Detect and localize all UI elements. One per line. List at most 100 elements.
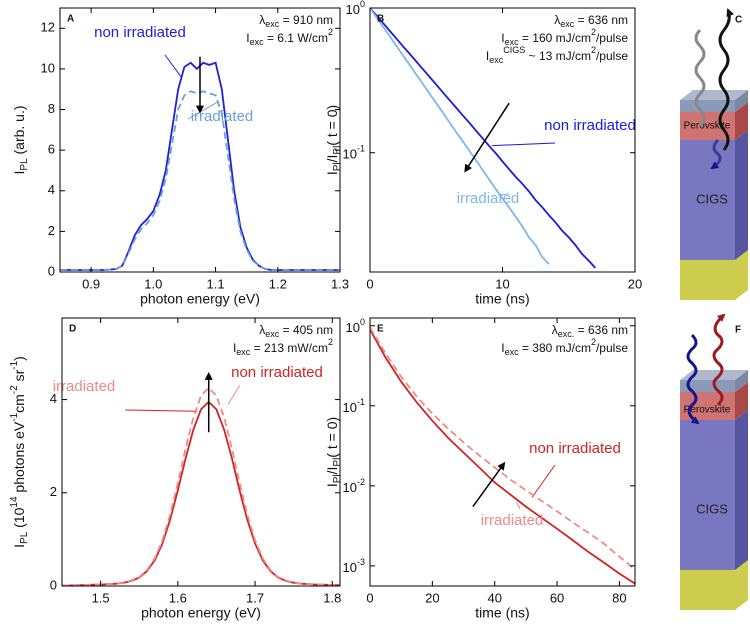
layer-label: Perovskite	[684, 405, 731, 416]
text-part: 2	[328, 337, 333, 347]
text-part: exc	[250, 37, 265, 47]
x-tick-label: 1.0	[144, 276, 162, 291]
panel-label: D	[69, 324, 76, 335]
x-tick-label: 1.8	[323, 590, 341, 605]
text-part: λ	[259, 323, 265, 337]
series-label: non irradiated	[231, 364, 323, 381]
x-tick-label: 60	[550, 590, 564, 605]
annotation: λexc = 636 nm	[554, 13, 628, 29]
series-label: non irradiated	[544, 117, 636, 134]
text-part: )	[11, 356, 27, 361]
text-part: Pl	[332, 458, 343, 467]
text-part: photons eV	[11, 421, 27, 496]
text-part: PL	[19, 531, 30, 544]
text-part: (arb. u.)	[11, 105, 27, 158]
text-part: = 636 nm	[574, 323, 628, 337]
data-line	[370, 327, 635, 571]
text-part: I	[501, 31, 504, 45]
text-part: -2	[9, 385, 20, 394]
y-tick-label: 10-3	[343, 557, 365, 575]
x-axis-label: photon energy (eV)	[140, 291, 260, 307]
panel-label: B	[377, 14, 384, 25]
text-part: -1	[357, 397, 365, 407]
annotation: λexc = 910 nm	[259, 13, 333, 29]
text-part: 14	[9, 496, 20, 508]
text-part: Pl	[332, 162, 343, 171]
text-part: I	[324, 483, 340, 487]
plot-frame	[369, 317, 636, 587]
text-part: CIGS	[503, 45, 525, 55]
text-part: Pl	[332, 146, 343, 155]
series-label-text: irradiated	[456, 190, 520, 207]
y-axis-label: IPl/IPl( t = 0)	[324, 417, 343, 487]
cigs-side	[735, 410, 748, 570]
text-part: = 213 mW/cm	[250, 341, 328, 355]
text-part: = 380 mJ/cm	[519, 341, 591, 355]
text-part: /I	[324, 155, 340, 163]
plot-frame	[59, 7, 341, 273]
text-part: λ	[554, 13, 560, 27]
cigs-layer	[680, 420, 735, 570]
light-arrow	[718, 8, 734, 151]
text-part: -3	[357, 557, 365, 567]
text-part: -1	[9, 412, 20, 421]
text-part: /pulse	[596, 49, 628, 63]
x-tick-label: 1.2	[269, 276, 287, 291]
label-connector	[227, 384, 241, 405]
annotation: Iexc = 6.1 W/cm2	[246, 27, 333, 47]
text-part: exc	[236, 347, 251, 357]
text-part: 2	[591, 45, 596, 55]
text-part: exc	[265, 329, 280, 339]
text-part: exc	[489, 55, 504, 65]
text-part: cm	[11, 394, 27, 413]
substrate-layer	[680, 250, 748, 300]
text-part: λ	[552, 323, 558, 337]
cigs-side	[735, 130, 748, 260]
y-tick-label: 2	[50, 484, 57, 499]
text-part: 10	[343, 560, 357, 575]
text-part: λ	[259, 13, 265, 27]
x-tick-label: 20	[628, 276, 642, 291]
text-part: 10	[346, 320, 360, 335]
x-axis-label: photon energy (eV)	[141, 605, 261, 621]
top-layer	[680, 380, 735, 392]
annotation: Iexc = 160 mJ/cm2/pulse	[501, 27, 628, 47]
annotation: λexc = 405 nm	[259, 323, 333, 339]
layer-label: CIGS	[696, 501, 728, 516]
series-label: irradiated	[456, 190, 520, 207]
top-side	[735, 90, 748, 112]
text-part: 10	[343, 480, 357, 495]
text-part: /I	[324, 467, 340, 475]
annotation: IexcCIGS ~ 13 mJ/cm2/pulse	[486, 45, 628, 65]
text-part: I	[246, 31, 249, 45]
series-label-text: irradiated	[190, 108, 254, 125]
light-arrow	[686, 333, 700, 425]
x-tick-label: 20	[425, 590, 439, 605]
data-line	[370, 8, 550, 265]
text-part: ( t = 0)	[324, 417, 340, 458]
x-tick-label: 0.9	[82, 276, 100, 291]
series-label-text: irradiated	[52, 378, 116, 395]
series-label-text: irradiated	[480, 512, 544, 529]
y-tick-label: 0	[50, 577, 57, 592]
text-part: = 636 nm	[574, 13, 628, 27]
series-label: irradiated	[52, 378, 116, 395]
x-tick-label: 10	[495, 276, 509, 291]
series-label-text: non irradiated	[544, 117, 636, 134]
perovskite-side	[735, 102, 748, 140]
text-part: -2	[357, 477, 365, 487]
change-arrow	[472, 461, 506, 508]
plot-frame	[61, 317, 341, 587]
text-part: = 6.1 W/cm	[264, 31, 328, 45]
y-tick-label: 100	[346, 0, 365, 17]
y-tick-label: 6	[48, 142, 55, 157]
text-part: 2	[328, 27, 333, 37]
x-tick-label: 1.1	[207, 276, 225, 291]
device-diagram: F Perovskite CIGS	[680, 313, 748, 610]
text-part: 10	[346, 2, 360, 17]
text-part: = 910 nm	[279, 13, 333, 27]
y-axis-label: IPl/IPl( t = 0)	[324, 105, 343, 175]
text-part: exc	[265, 19, 280, 29]
text-part: I	[501, 341, 504, 355]
substrate-layer	[680, 560, 748, 610]
